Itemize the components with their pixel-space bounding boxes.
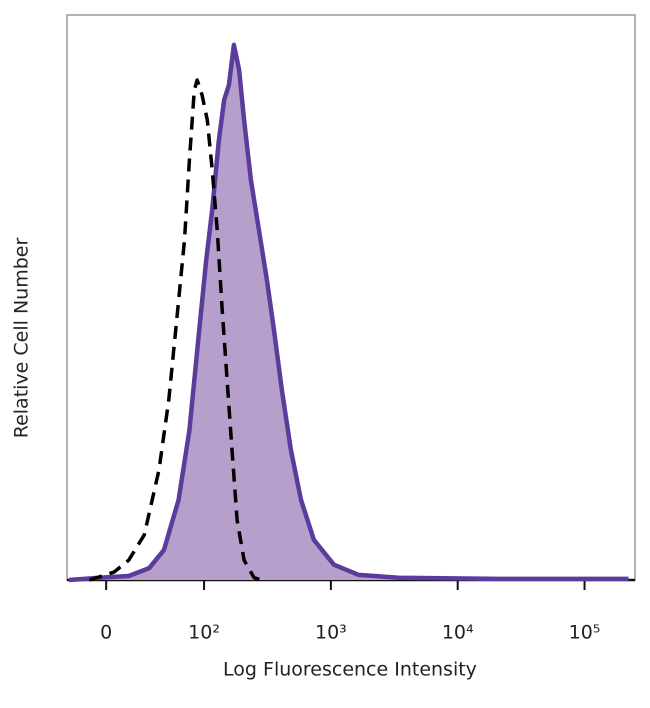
y-axis-label: Relative Cell Number [11, 238, 33, 439]
x-tick-label: 10⁵ [569, 622, 601, 644]
x-tick-label: 10⁴ [442, 622, 474, 644]
x-tick-label: 0 [100, 622, 112, 644]
isotype-line [88, 78, 262, 582]
histogram-line [68, 42, 629, 583]
histogram-area [68, 44, 629, 580]
x-axis-label: Log Fluorescence Intensity [223, 659, 477, 681]
x-tick-label: 10² [188, 622, 220, 644]
x-tick-label: 10³ [315, 622, 347, 644]
